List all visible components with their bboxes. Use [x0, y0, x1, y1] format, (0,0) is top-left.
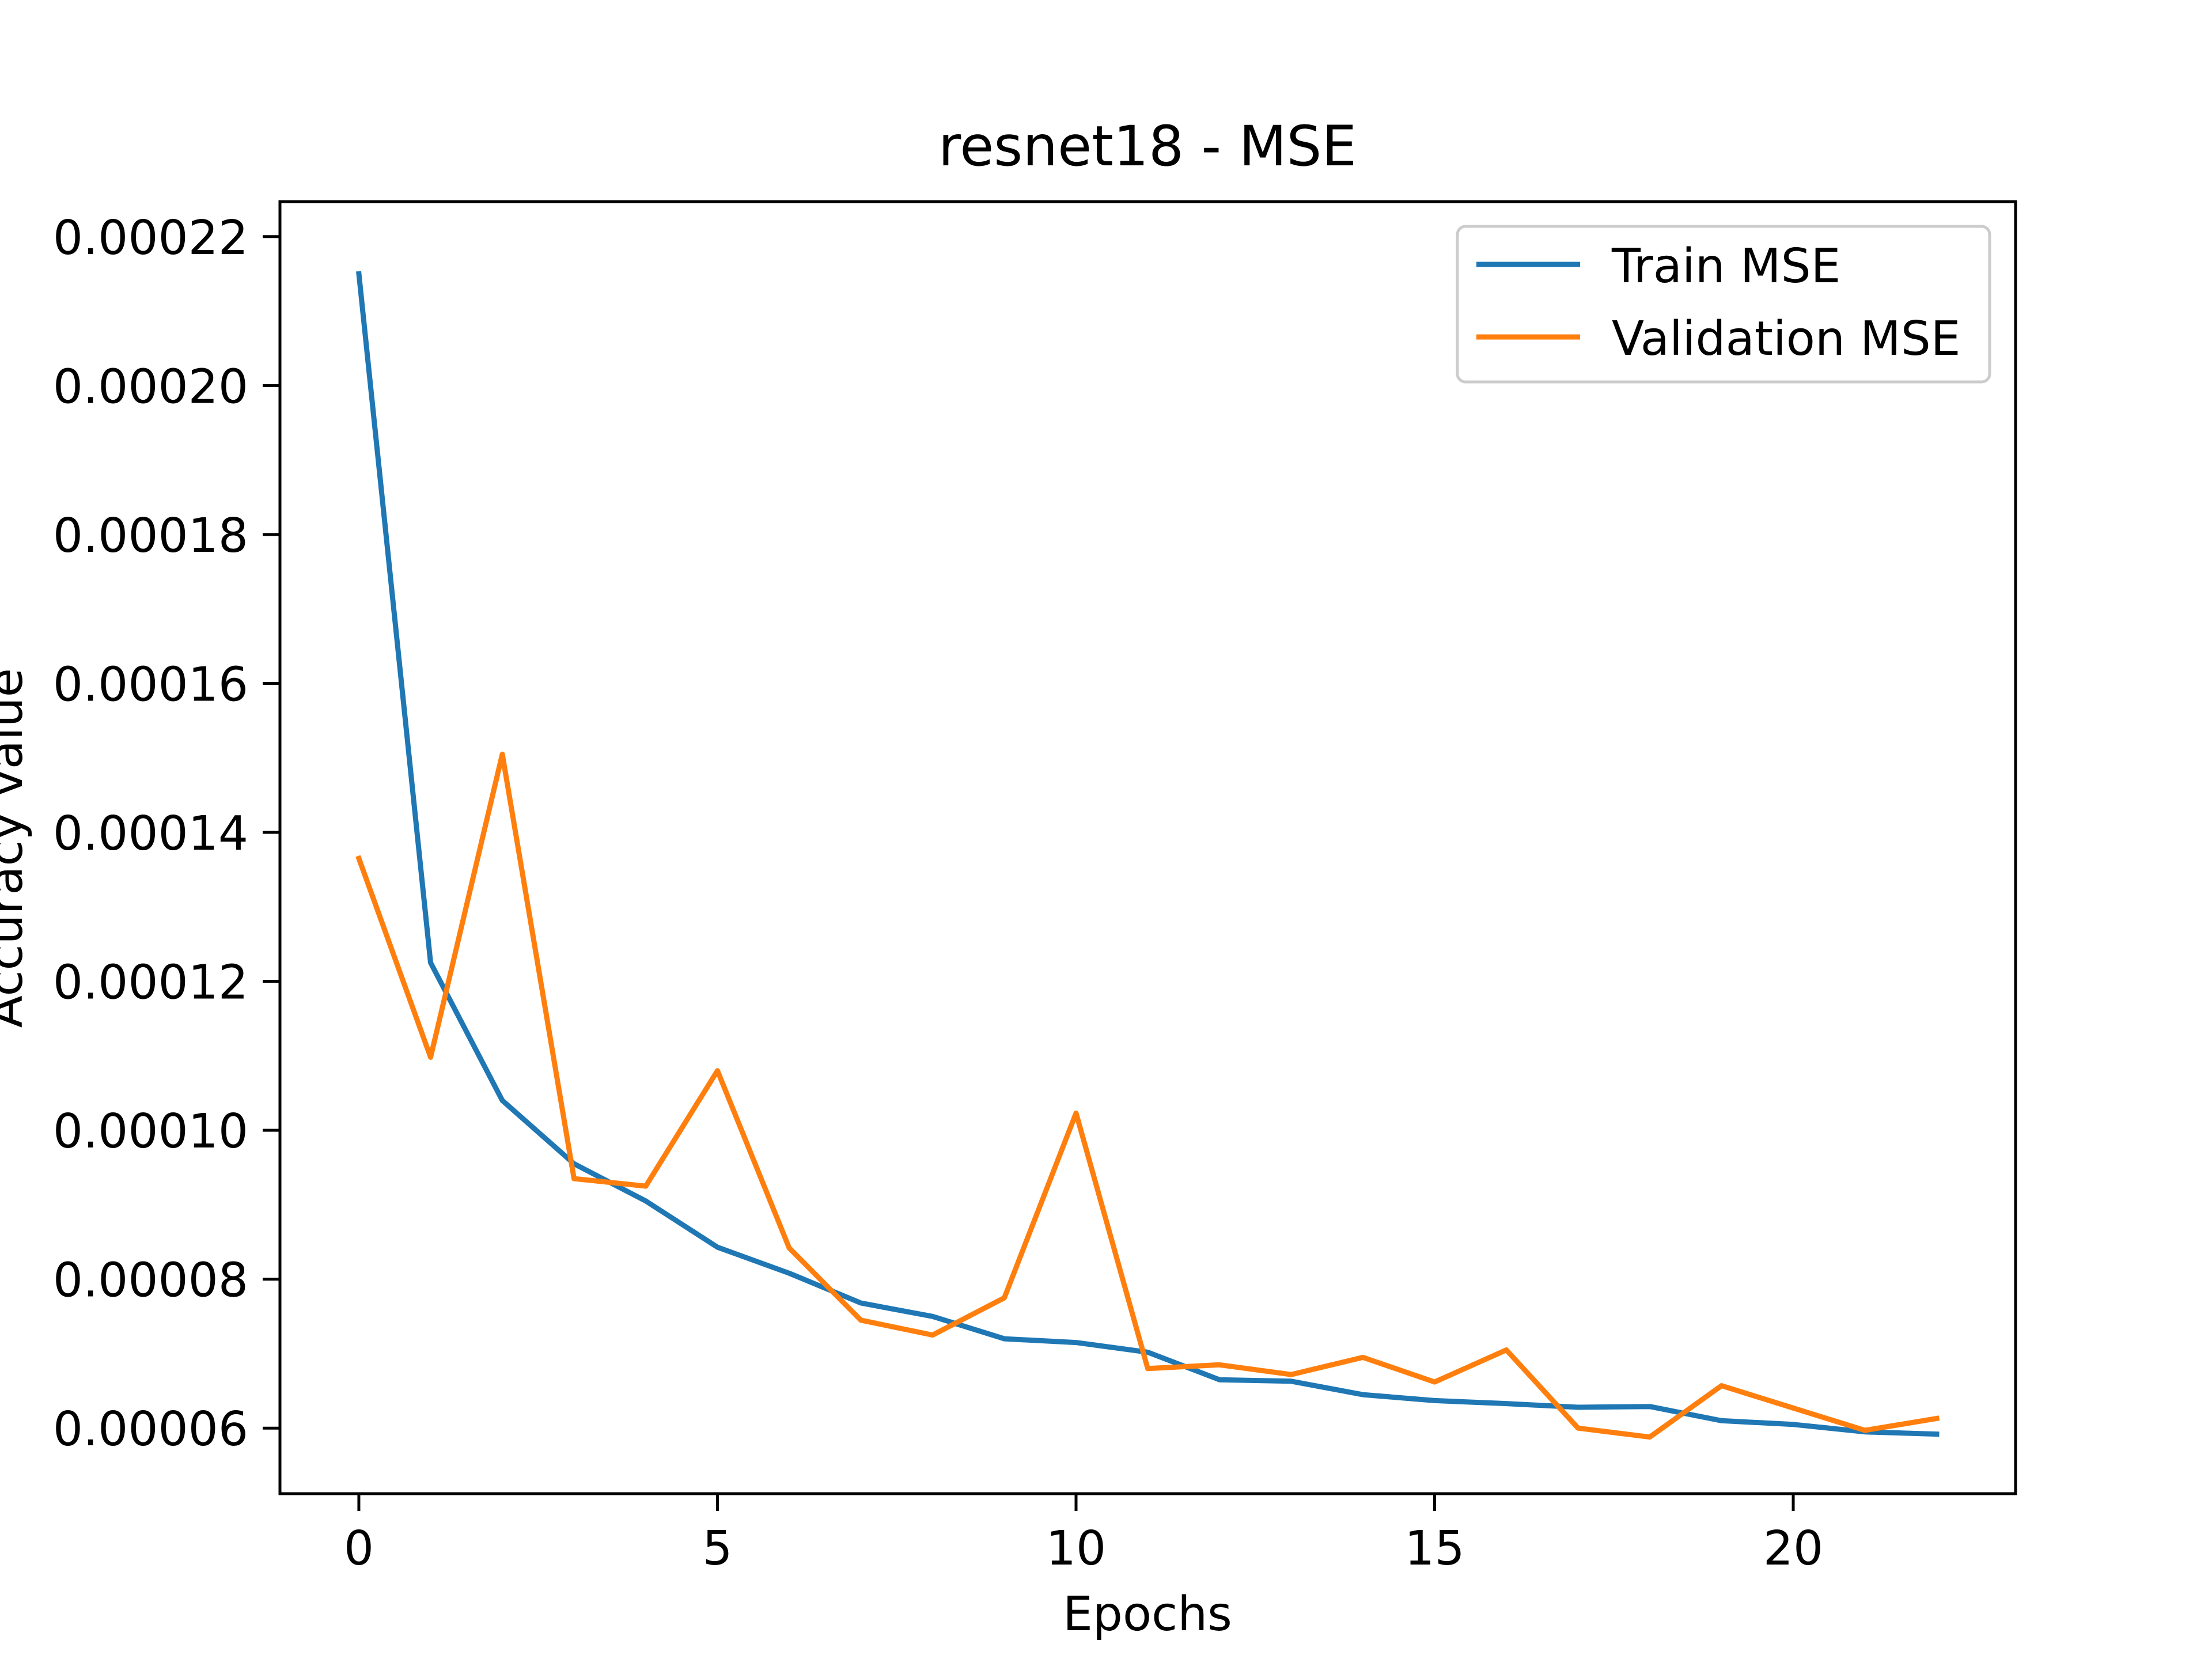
y-tick-label: 0.00008 [53, 1253, 248, 1308]
x-tick-label: 5 [702, 1521, 732, 1576]
y-tick-label: 0.00022 [53, 211, 248, 266]
x-tick-label: 20 [1763, 1521, 1823, 1576]
chart-title: resnet18 - MSE [938, 114, 1357, 179]
x-axis-ticks: 0 5 10 15 20 [344, 1494, 1823, 1576]
y-tick-label: 0.00012 [53, 956, 248, 1010]
y-tick-label: 0.00018 [53, 509, 248, 563]
x-tick-label: 0 [344, 1521, 374, 1576]
x-tick-label: 15 [1404, 1521, 1464, 1576]
x-tick-label: 10 [1046, 1521, 1106, 1576]
legend: Train MSE Validation MSE [1456, 225, 1991, 384]
plot-frame [278, 200, 2017, 1495]
y-tick-label: 0.00020 [53, 359, 248, 414]
y-axis-label: Accuracy value [0, 668, 33, 1028]
legend-label-train: Train MSE [1611, 239, 1840, 294]
x-axis-label: Epochs [1063, 1587, 1232, 1642]
legend-label-validation: Validation MSE [1612, 312, 1961, 366]
series-line-validation-mse [355, 751, 1940, 1440]
y-tick-label: 0.00016 [53, 657, 248, 712]
y-tick-label: 0.00010 [53, 1104, 248, 1159]
y-axis-ticks: 0.00006 0.00008 0.00010 0.00012 0.00014 0.000… [53, 211, 280, 1457]
y-tick-label: 0.00014 [53, 806, 248, 861]
legend-box [1456, 225, 1991, 384]
series-line-train-mse [356, 271, 1940, 1437]
y-tick-label: 0.00006 [53, 1402, 248, 1457]
series-layer [355, 271, 1940, 1440]
